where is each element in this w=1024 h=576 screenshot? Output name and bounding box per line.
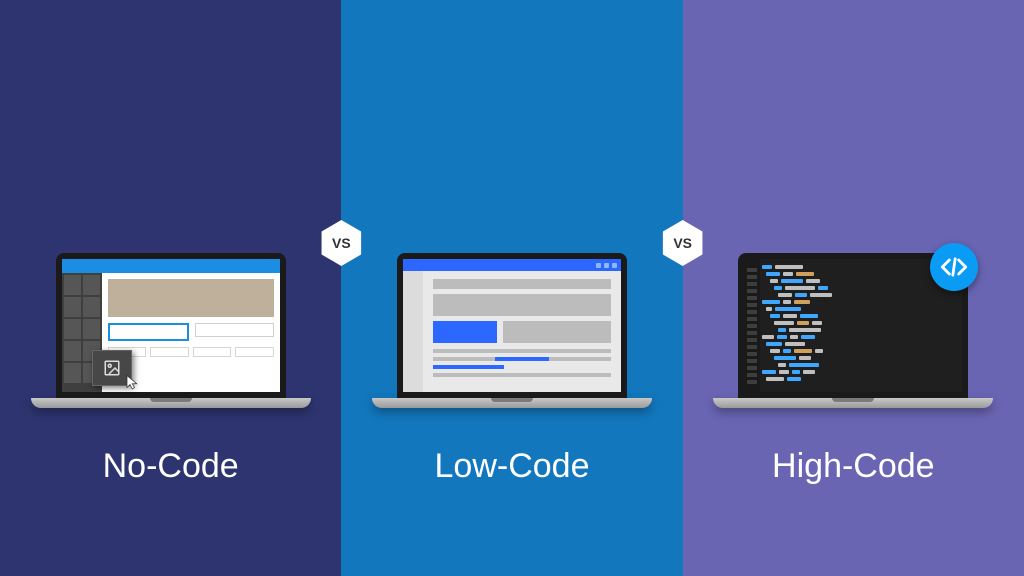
wireframe-topbar <box>403 259 621 271</box>
panel-low-code: Low-Code <box>341 0 682 576</box>
code-icon <box>940 253 968 281</box>
code-badge <box>930 243 978 291</box>
builder-hero-image <box>108 279 274 317</box>
builder-selected-block <box>108 323 189 341</box>
panel-no-code: No-Code <box>0 0 341 576</box>
panel-high-code: High-Code <box>683 0 1024 576</box>
wireframe-sidebar <box>403 271 423 392</box>
builder-block <box>195 323 274 337</box>
laptop-low-code <box>382 253 642 402</box>
wireframe-text-lines <box>433 349 611 377</box>
wireframe-block <box>433 279 611 289</box>
editor-line-numbers <box>744 259 760 392</box>
laptop-screen <box>738 253 968 398</box>
panel-label-no-code: No-Code <box>103 447 239 486</box>
laptop-high-code <box>723 253 983 402</box>
builder-topbar <box>62 259 280 273</box>
laptop-no-code <box>41 253 301 402</box>
laptop-screen <box>397 253 627 398</box>
wireframe-block <box>503 321 611 343</box>
panel-label-high-code: High-Code <box>772 447 935 486</box>
wireframe-accent-block <box>433 321 498 343</box>
laptop-screen <box>56 253 286 398</box>
cursor-icon <box>124 374 142 392</box>
panel-label-low-code: Low-Code <box>435 447 590 486</box>
editor-code-area <box>760 259 962 392</box>
wireframe-block <box>433 294 611 316</box>
